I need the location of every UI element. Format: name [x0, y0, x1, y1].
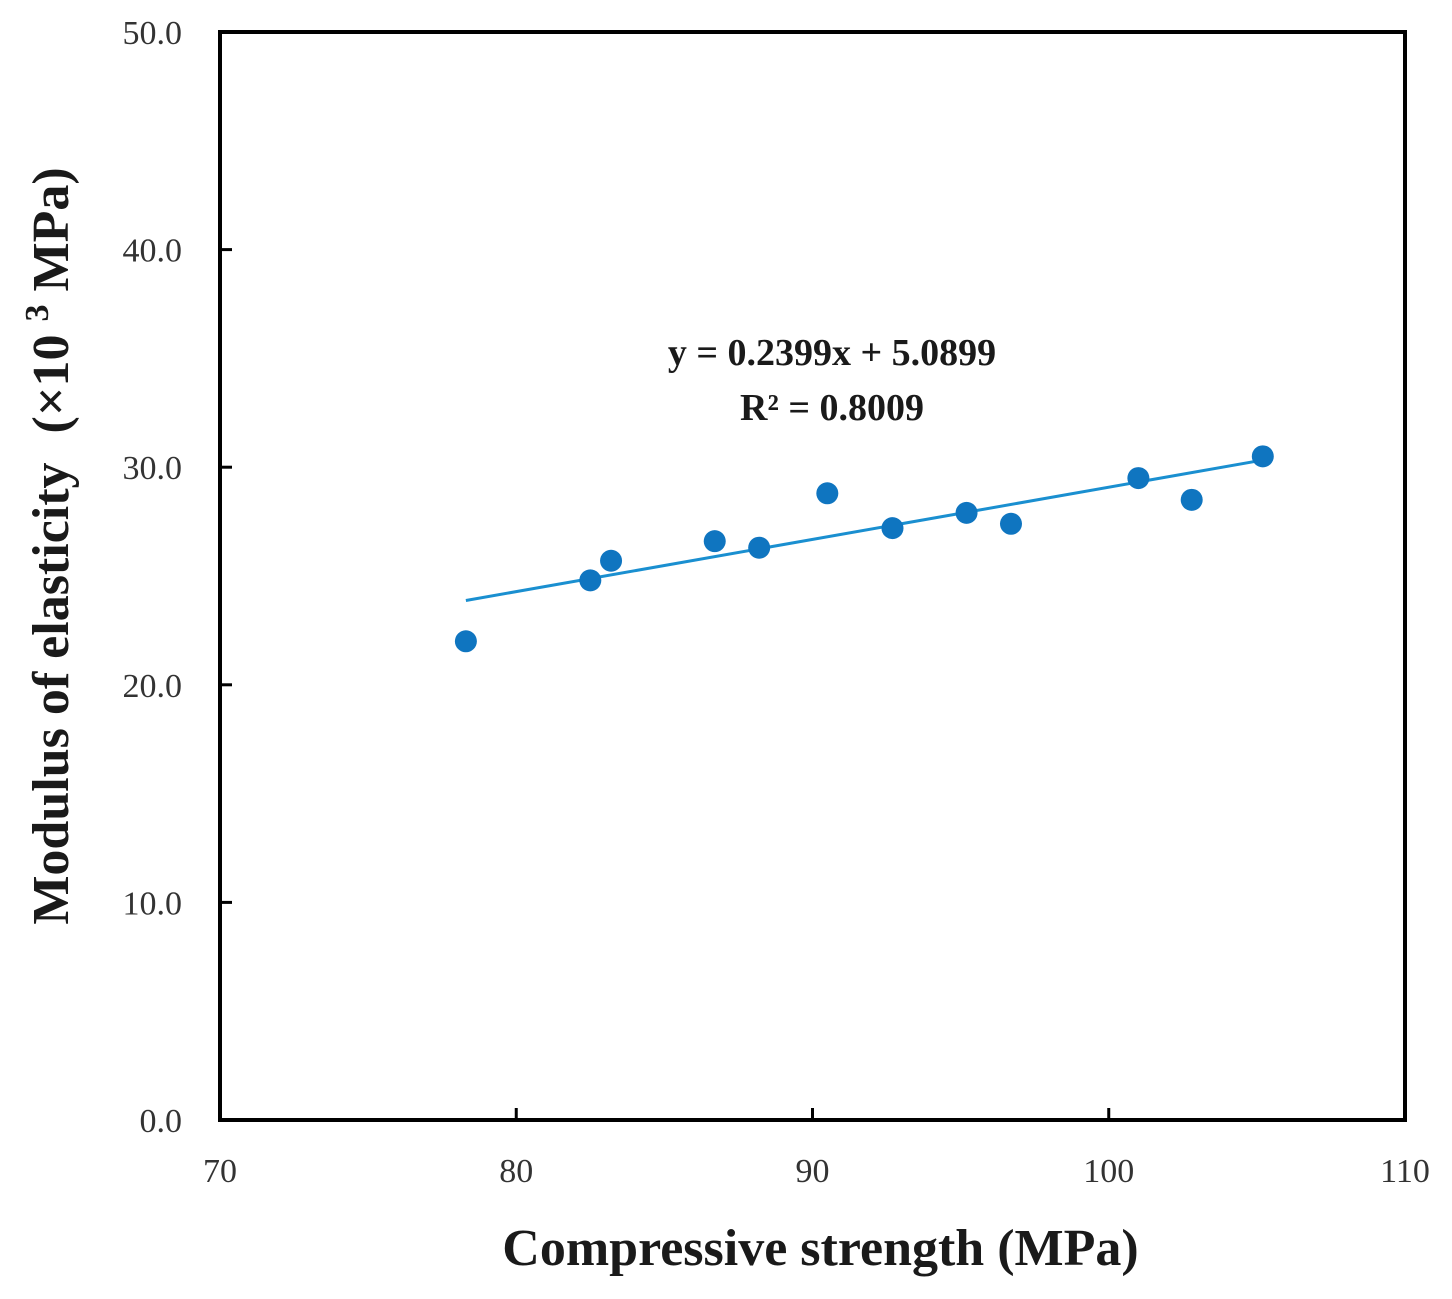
data-point: [703, 530, 726, 553]
y-axis-title-unit-suffix: MPa): [23, 167, 80, 291]
x-axis-title: Compressive strength (MPa): [502, 1220, 1138, 1277]
x-tick-label: 80: [499, 1153, 533, 1190]
x-tick-label: 90: [796, 1153, 830, 1190]
y-tick-label: 10.0: [123, 885, 183, 922]
data-points: [454, 445, 1274, 653]
y-axis-title-unit-prefix: (×10: [23, 335, 80, 434]
x-tick-label: 110: [1380, 1153, 1430, 1190]
axis-tick-labels: 70 80 90 100 110 0.0 10.0 20.0 30.0 40.0 50.0: [123, 15, 1430, 1190]
y-tick-label: 40.0: [123, 233, 183, 270]
y-axis-title-unit-exponent: 3: [19, 305, 56, 322]
data-point: [999, 512, 1022, 535]
x-tick-label: 70: [203, 1153, 237, 1190]
y-tick-label: 30.0: [123, 450, 183, 487]
data-point: [816, 482, 839, 505]
data-point: [1180, 488, 1203, 511]
y-tick-label: 20.0: [123, 668, 183, 705]
data-point: [881, 517, 904, 540]
x-tick-label: 100: [1083, 1153, 1134, 1190]
r-squared-label: R² = 0.8009: [740, 387, 924, 429]
axis-ticks: [218, 30, 1407, 1122]
y-axis-title-main: Modulus of elasticity: [23, 462, 80, 924]
data-point: [600, 549, 623, 572]
data-point: [748, 536, 771, 559]
plot-area-frame: [218, 30, 1407, 1122]
data-point: [579, 569, 602, 592]
data-point: [454, 630, 477, 653]
y-tick-label: 0.0: [140, 1103, 183, 1140]
data-point: [955, 501, 978, 524]
y-tick-label: 50.0: [123, 15, 183, 52]
data-point: [1127, 467, 1150, 490]
data-point: [1251, 445, 1274, 468]
trendline-equation: y = 0.2399x + 5.0899: [668, 332, 996, 374]
y-axis-title: Modulus of elasticity (×10 3 MPa): [3, 167, 80, 924]
